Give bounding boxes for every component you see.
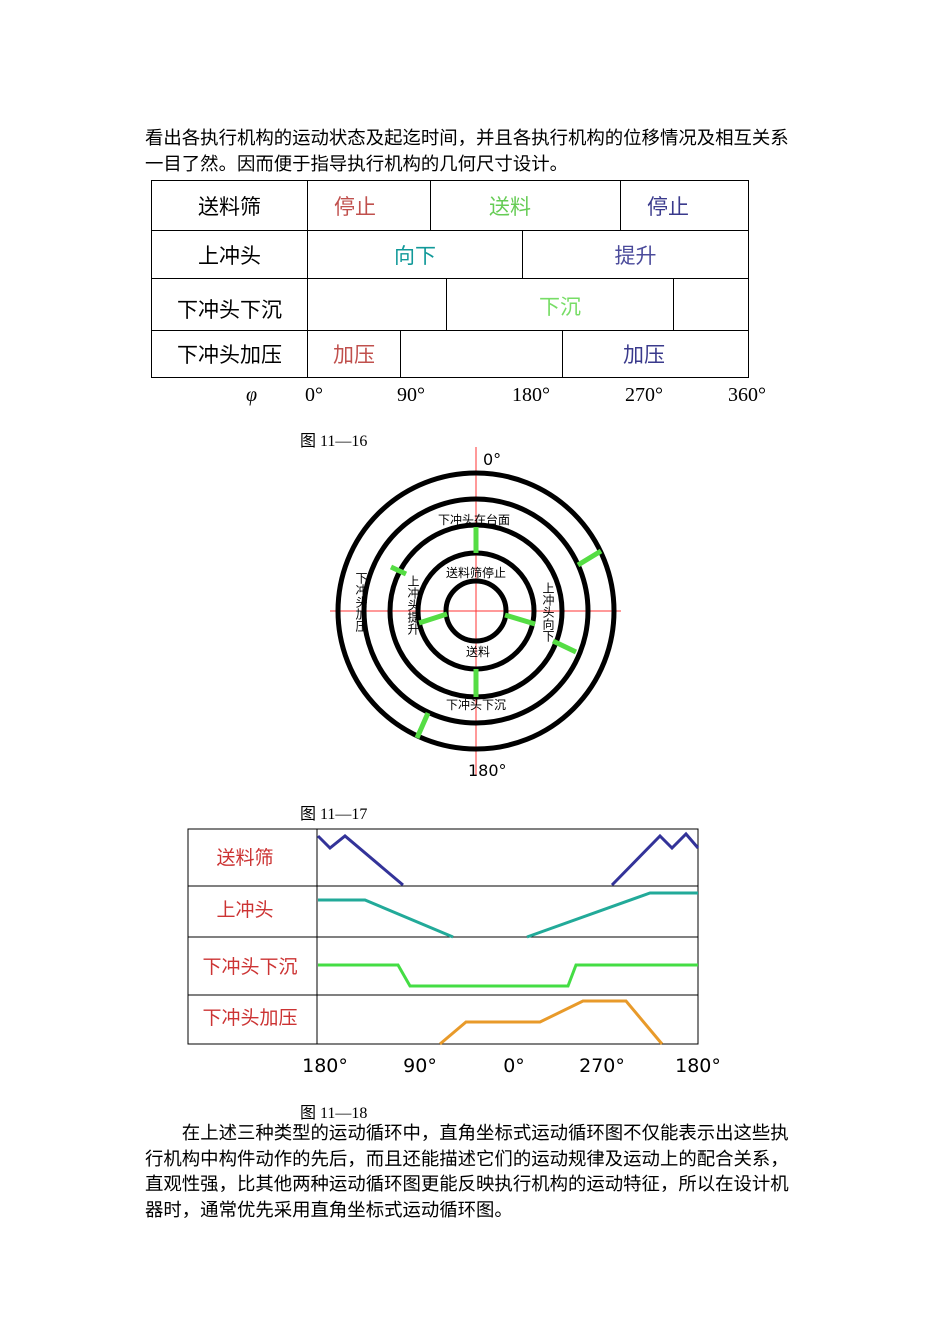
axis-label: 180° bbox=[512, 384, 550, 406]
row-label: 下冲头加压 bbox=[151, 330, 308, 378]
row-label: 下冲头下沉 bbox=[202, 956, 297, 978]
axis-label: 180° bbox=[302, 1055, 348, 1077]
ring-label: 上冲头向下 bbox=[541, 582, 555, 642]
axis-label: 90° bbox=[403, 1055, 437, 1077]
ring-label: 送料 bbox=[466, 644, 490, 659]
row-label: 上冲头 bbox=[216, 899, 273, 921]
axis-label: 270° bbox=[625, 384, 663, 406]
axes bbox=[330, 447, 621, 776]
caption: 图 11—16 bbox=[300, 433, 368, 450]
ring-label: 送料筛停止 bbox=[446, 565, 506, 580]
angle-label: 0° bbox=[483, 450, 501, 469]
frame bbox=[187, 828, 699, 1045]
axis-label: 360° bbox=[728, 384, 766, 406]
circular-diagram: 0° 180° 下冲头在台面 送料筛停止 送料 下冲头下沉 下冲头加压 上冲头提… bbox=[330, 447, 621, 780]
segment: 加压 bbox=[562, 330, 749, 378]
segment: 向下 bbox=[307, 230, 523, 279]
ring-label: 下冲头加压 bbox=[354, 572, 368, 632]
paragraph: 在上述三种类型的运动循环中，直角坐标式运动循环图不仅能表示出这些执行机构中构件动… bbox=[145, 1123, 789, 1220]
axis-label: 0° bbox=[305, 384, 323, 406]
axis-label: 0° bbox=[503, 1055, 525, 1077]
caption: 图 11—18 bbox=[300, 1105, 368, 1122]
paragraph: 看出各执行机构的运动状态及起迄时间，并且各执行机构的位移情况及相互关系一目了然。… bbox=[145, 128, 789, 174]
axis-label: 90° bbox=[397, 384, 425, 406]
segment: 停止 bbox=[620, 180, 749, 231]
rectangular-diagram: 送料筛 上冲头 下冲头下沉 下冲头加压 180° 90° 0° 270° 180… bbox=[187, 828, 721, 1077]
row-label: 下冲头加压 bbox=[202, 1007, 297, 1029]
segment: 加压 bbox=[307, 330, 401, 378]
axis-symbol: φ bbox=[246, 384, 258, 406]
row-labels: 送料筛 上冲头 下冲头下沉 下冲头加压 bbox=[202, 847, 297, 1029]
caption: 图 11—17 bbox=[300, 806, 368, 823]
ring-label: 下冲头下沉 bbox=[446, 697, 506, 712]
ring-label: 下冲头在台面 bbox=[438, 512, 510, 527]
angle-label: 180° bbox=[468, 761, 507, 780]
axis-labels: 180° 90° 0° 270° 180° bbox=[302, 1055, 721, 1077]
phase-marks bbox=[389, 527, 603, 740]
axis-label: 180° bbox=[675, 1055, 721, 1077]
ring-label: 上冲头提升 bbox=[406, 575, 420, 635]
axis-label: 270° bbox=[579, 1055, 625, 1077]
row-label: 送料筛 bbox=[216, 847, 273, 869]
motion-curves bbox=[316, 831, 700, 1046]
